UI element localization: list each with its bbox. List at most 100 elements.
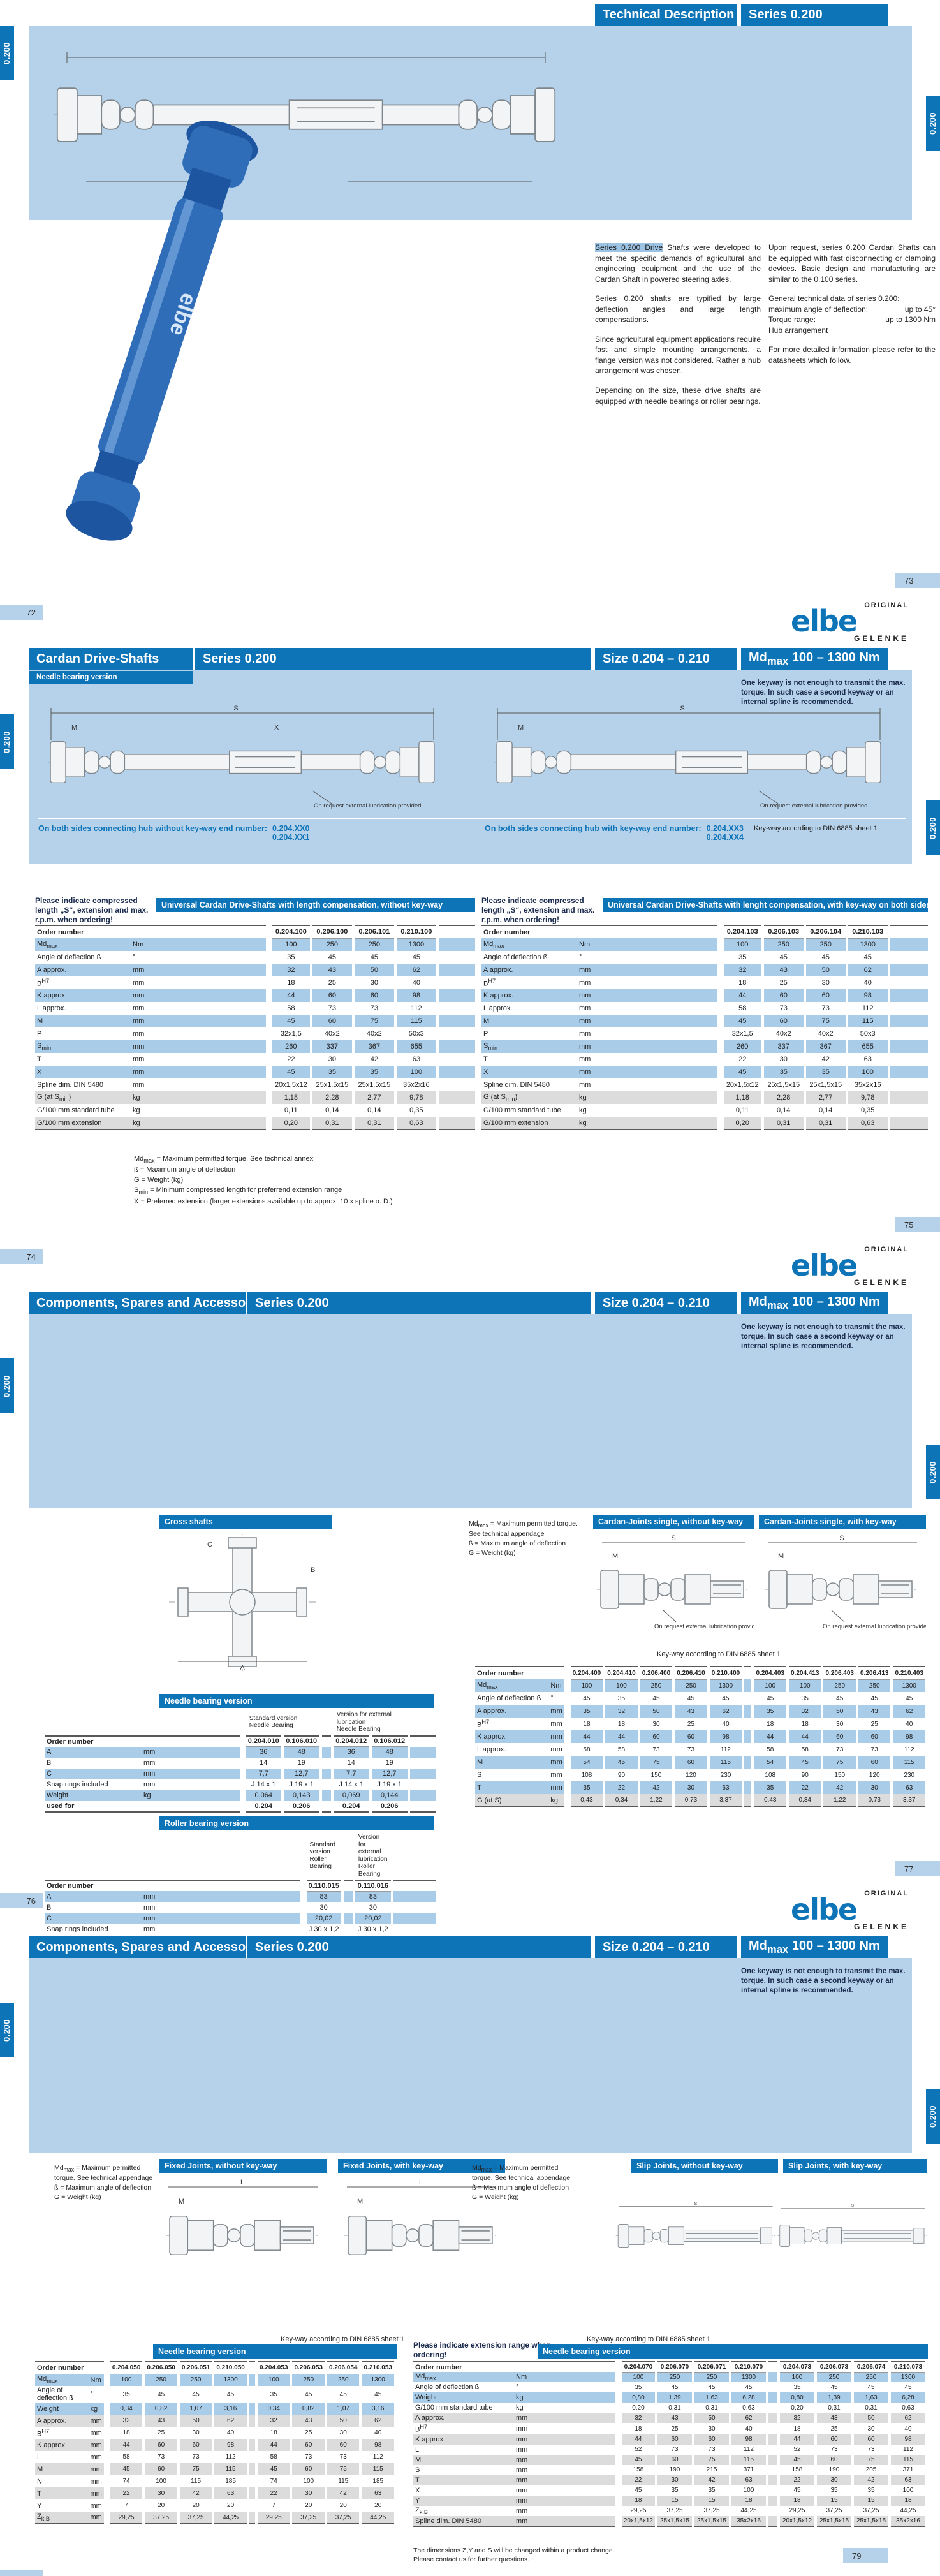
table-cell: 73 bbox=[143, 2451, 180, 2463]
svg-text:On request external lubricatio: On request external lubrication provided bbox=[760, 802, 867, 809]
table-cell bbox=[437, 964, 475, 976]
table-cell: K approx. bbox=[475, 1730, 549, 1743]
table-cell: 22 bbox=[268, 1053, 312, 1066]
table-cell: 58 bbox=[787, 1743, 824, 1756]
table-cell: mm bbox=[142, 1768, 246, 1779]
table-cell: 42 bbox=[325, 2487, 362, 2499]
table-cell: 100 bbox=[846, 1066, 890, 1078]
table-cell: BH7 bbox=[475, 1718, 549, 1730]
table-cell: 30 bbox=[853, 2423, 891, 2434]
table-cell: 44,25 bbox=[890, 2505, 928, 2517]
table-cell: 0,31 bbox=[311, 1117, 355, 1130]
table-cell: 35x2x16 bbox=[395, 1078, 439, 1091]
table-cell: 18 bbox=[268, 976, 312, 989]
table-cell: 100 bbox=[720, 938, 764, 951]
table-cell: mm bbox=[577, 1002, 724, 1015]
table-cell: 35 bbox=[567, 1705, 606, 1718]
svg-text:A: A bbox=[240, 1664, 245, 1671]
table-cell: 83 bbox=[303, 1891, 344, 1902]
table-cell: 1,63 bbox=[853, 2392, 891, 2403]
joint-bar-with-keyway: Cardan-Joints single, with key-way bbox=[759, 1515, 926, 1529]
table-cell: 6,28 bbox=[890, 2392, 928, 2403]
table-cell: 115 bbox=[892, 1756, 928, 1769]
table-cell: 30 bbox=[804, 976, 848, 989]
table-cell: 44 bbox=[256, 2439, 293, 2451]
table-cell: kg bbox=[131, 1091, 272, 1104]
table-cell: 0,63 bbox=[890, 2403, 928, 2413]
table-cell bbox=[767, 2403, 780, 2413]
table-cell: 29,25 bbox=[779, 2505, 817, 2517]
table-cell: 18 bbox=[106, 2427, 145, 2439]
table-row: Spline dim. DIN 5480 mm 20x1,5x12 25x1,5x15… bbox=[413, 2516, 928, 2528]
table-cell: 14 bbox=[332, 1757, 372, 1769]
table-cell: 58 bbox=[106, 2451, 145, 2463]
table-cell: 0,43 bbox=[567, 1794, 606, 1807]
table-cell bbox=[408, 1757, 436, 1769]
table-cell: 18 bbox=[753, 1718, 789, 1730]
table-row: BH7 mm 18 25 30 40 bbox=[481, 976, 928, 989]
table-cell: 0,34 bbox=[256, 2403, 293, 2415]
svg-text:M: M bbox=[71, 724, 77, 732]
table-cell: 74 bbox=[256, 2475, 293, 2487]
table-cell: 0.206 bbox=[282, 1800, 322, 1813]
table-cell bbox=[767, 2382, 780, 2393]
page-number-left: 78 bbox=[0, 2570, 43, 2576]
table-cell: mm bbox=[131, 1027, 272, 1040]
table-cell: 112 bbox=[892, 1743, 928, 1756]
table-cell: 0,11 bbox=[720, 1104, 764, 1117]
table-cell: 190 bbox=[816, 2464, 854, 2475]
table-cell: 2,77 bbox=[804, 1091, 848, 1104]
table-cell: 40 bbox=[892, 1718, 928, 1730]
table-cell bbox=[767, 2413, 780, 2424]
table-cell: 0.210.070 bbox=[730, 2361, 768, 2373]
table-cell: 32 bbox=[787, 1705, 824, 1718]
table-cell: 0.206.053 bbox=[291, 2361, 327, 2374]
edge-tab-right: 0.200 bbox=[926, 2089, 940, 2144]
table-row: G (at Smin) kg 1,18 2,28 2,77 9,78 bbox=[481, 1091, 928, 1104]
keyway-caption-right: Key-way according to DIN 6885 sheet 1 bbox=[587, 2336, 710, 2343]
table-cell: mm bbox=[131, 976, 272, 989]
caption-right: On both sides connecting hub with key-wa… bbox=[485, 824, 878, 842]
table-cell: 58 bbox=[268, 1002, 312, 1015]
table-cell: 250 bbox=[656, 2372, 694, 2383]
table-cell: 73 bbox=[762, 1002, 806, 1015]
table-cell: A approx. bbox=[413, 2413, 514, 2424]
svg-text:S: S bbox=[680, 705, 684, 712]
table-cell bbox=[888, 976, 928, 989]
spec-row: Hub arrangement bbox=[768, 325, 828, 335]
table-cell bbox=[342, 1891, 355, 1902]
table-cell bbox=[247, 2451, 258, 2463]
elbe-logo: ORIGINAL elbe GELENKE bbox=[791, 1246, 909, 1288]
table-cell: 0,064 bbox=[242, 1790, 284, 1801]
table-cell: mm bbox=[577, 1027, 724, 1040]
table-cell bbox=[888, 1015, 928, 1027]
needle-version-bar-slip: Needle bearing version bbox=[538, 2344, 928, 2359]
table-row: BH7 mm 18 25 30 40 18 25 30 40 bbox=[35, 2427, 397, 2439]
table-cell bbox=[320, 1779, 334, 1790]
table-cell bbox=[437, 1027, 475, 1040]
table-cell: 35 bbox=[656, 2485, 694, 2496]
table-cell: 75 bbox=[693, 2454, 731, 2465]
table-cell bbox=[767, 2361, 780, 2372]
table-cell: 73 bbox=[656, 2444, 694, 2455]
table-cell: 73 bbox=[311, 1002, 355, 1015]
table-cell: 0.106.010 bbox=[282, 1735, 322, 1747]
table-cell: 42 bbox=[804, 1053, 848, 1066]
table-row: Angle of deflection ß ° 35 45 45 45 bbox=[35, 951, 475, 964]
table-cell: mm bbox=[131, 1078, 272, 1091]
table-cell: Angle of deflection ß bbox=[481, 951, 577, 964]
table-cell: 30 bbox=[673, 1781, 710, 1794]
table-cell: 44,25 bbox=[213, 2512, 249, 2524]
table-cell: 0.204.070 bbox=[618, 2361, 658, 2373]
data-table: Order number 0.204.070 0.206.070 0.206.071 0… bbox=[413, 2361, 928, 2528]
table-cell: Spline dim. DIN 5480 bbox=[413, 2516, 514, 2528]
table-cell: 3,16 bbox=[360, 2403, 397, 2415]
table-cell: 40 bbox=[890, 2423, 928, 2434]
table-cell: 62 bbox=[890, 2413, 928, 2424]
table-cell bbox=[408, 1779, 436, 1790]
table-cell bbox=[514, 2361, 622, 2372]
table-cell: Smin bbox=[35, 1040, 131, 1053]
table-cell: 25x1,5x15 bbox=[853, 2516, 891, 2528]
table-cell: 3,37 bbox=[708, 1794, 745, 1807]
